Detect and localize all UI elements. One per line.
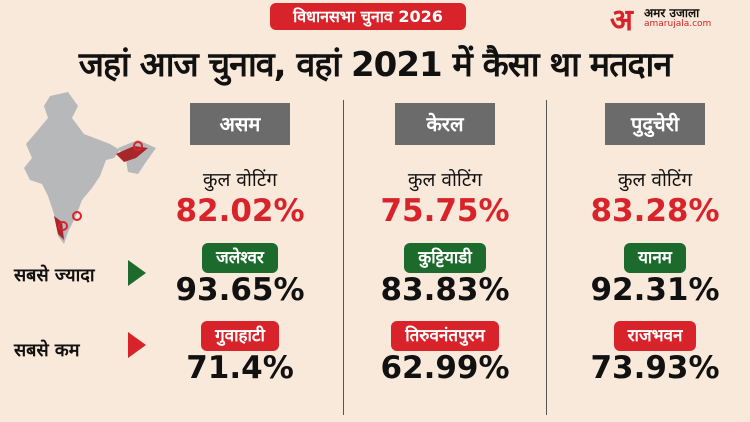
state-column-kerala: केरल कुल वोटिंग 75.75% कुट्टियाडी 83.83%… (345, 100, 545, 385)
total-label: कुल वोटिंग (617, 169, 693, 191)
state-name: पुदुचेरी (605, 103, 705, 145)
state-name: केरल (395, 103, 495, 145)
total-value: 83.28% (590, 193, 720, 229)
india-map-icon (24, 92, 156, 244)
column-divider (546, 100, 547, 415)
lowest-value: 62.99% (380, 350, 510, 386)
section-tag: विधानसभा चुनाव 2026 (270, 3, 466, 30)
page-title: जहां आज चुनाव, वहां 2021 में कैसा था मतद… (78, 45, 672, 85)
lowest-label: सबसे कम (14, 340, 80, 361)
total-value: 75.75% (380, 193, 510, 229)
red-arrow-icon (128, 332, 146, 358)
highest-value: 83.83% (380, 272, 510, 308)
total-value: 82.02% (175, 193, 305, 229)
total-label: कुल वोटिंग (202, 169, 278, 191)
lowest-value: 71.4% (186, 350, 294, 386)
lowest-place: राजभवन (613, 321, 697, 351)
lowest-value: 73.93% (590, 350, 720, 386)
highest-label: सबसे ज्यादा (14, 265, 95, 286)
logo-name: अमर उजाला (644, 6, 700, 20)
state-column-assam: असम कुल वोटिंग 82.02% जलेश्वर 93.65% गुव… (140, 100, 340, 385)
highest-value: 93.65% (175, 272, 305, 308)
lowest-place: तिरुवनंतपुरम (391, 321, 499, 351)
state-name: असम (190, 103, 290, 145)
highest-place: जलेश्वर (202, 243, 278, 273)
column-divider (343, 100, 344, 415)
amar-ujala-logo: अ अमर उजाला amarujala.com (610, 2, 750, 38)
total-label: कुल वोटिंग (407, 169, 483, 191)
lowest-place: गुवाहाटी (201, 321, 279, 351)
logo-url: amarujala.com (644, 19, 712, 29)
highest-value: 92.31% (590, 272, 720, 308)
state-column-puducherry: पुदुचेरी कुल वोटिंग 83.28% यानम 92.31% र… (555, 100, 750, 385)
highest-place: कुट्टियाडी (404, 243, 486, 273)
logo-mark: अ (610, 3, 633, 38)
green-arrow-icon (128, 260, 146, 286)
highest-place: यानम (624, 243, 686, 273)
